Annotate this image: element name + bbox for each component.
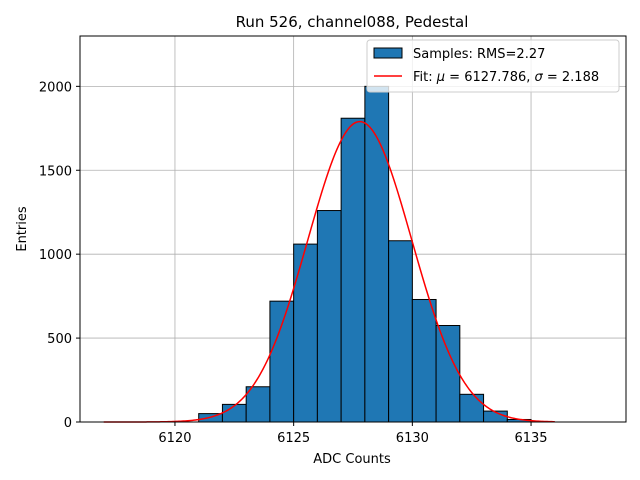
y-tick-label: 1000 [39,248,72,263]
histogram-bar [221,403,247,423]
y-tick-label: 0 [64,416,72,431]
legend-box [366,39,620,93]
histogram-bar [293,243,318,423]
histogram-bars [198,85,532,423]
plot-area [79,35,627,423]
y-tick-label: 2000 [39,80,72,95]
x-tick-label: 6125 [277,431,310,446]
histogram-bar [316,210,342,423]
y-tick-label: 500 [47,332,72,347]
legend-label-fit: Fit: μ = 6127.786, σ = 2.188 [413,70,599,85]
histogram-bar [388,240,413,423]
legend: Samples: RMS=2.27 Fit: μ = 6127.786, σ =… [366,39,620,93]
legend-swatch-histogram [373,47,403,59]
x-axis-label: ADC Counts [313,452,391,467]
histogram-bar [459,393,485,423]
fit-curve [103,120,555,423]
histogram-bar [269,300,295,423]
chart-title: Run 526, channel088, Pedestal [236,13,469,31]
x-axis-ticks: 6120 6125 6130 6135 [158,422,548,446]
histogram-bar [411,298,437,423]
x-tick-label: 6135 [514,431,547,446]
x-tick-label: 6130 [396,431,429,446]
y-axis-ticks: 0 500 1000 1500 2000 [39,80,80,431]
legend-label-histogram: Samples: RMS=2.27 [413,47,545,62]
y-tick-label: 1500 [39,164,72,179]
plot-frame [79,35,627,423]
y-axis-label: Entries [15,206,30,252]
x-tick-label: 6120 [158,431,191,446]
histogram-bar [340,117,366,423]
histogram-bar [435,325,461,423]
histogram-bar [245,386,271,423]
